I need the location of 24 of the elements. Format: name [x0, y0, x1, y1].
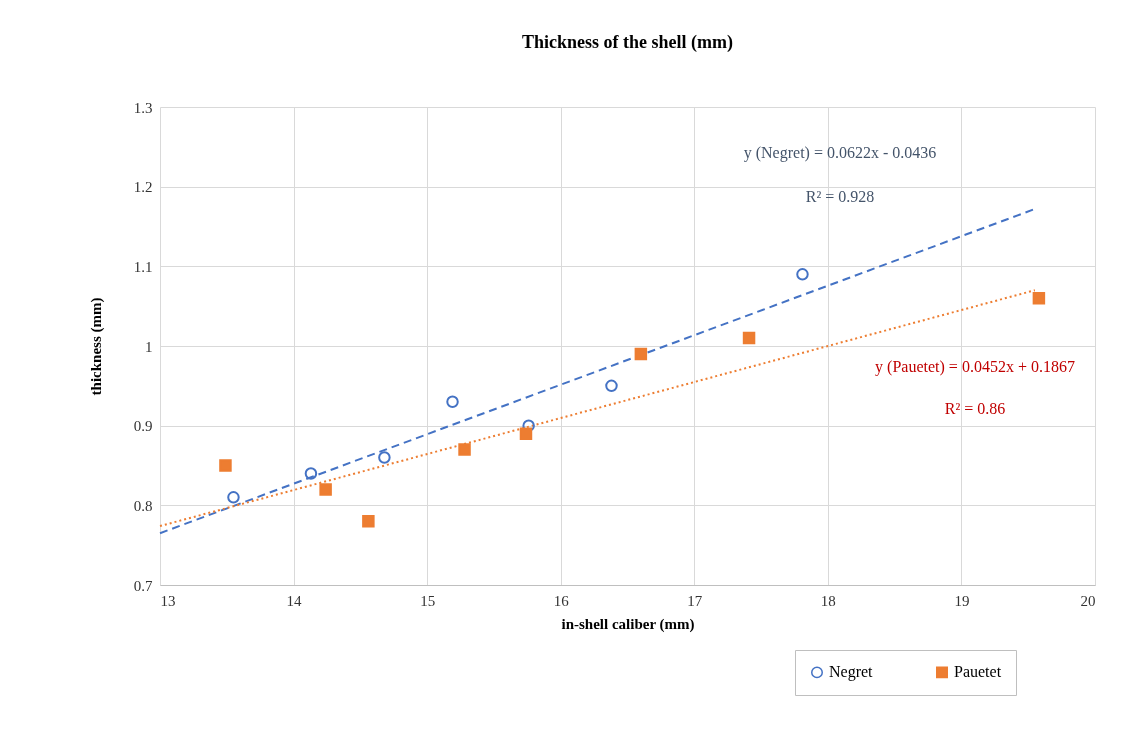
- y-tick-label: 0.9: [133, 418, 153, 435]
- x-axis-title: in-shell caliber (mm): [561, 615, 695, 633]
- x-tick-label: 13: [160, 592, 176, 609]
- y-tick-label: 0.8: [133, 497, 153, 514]
- y-tick-label: 1: [145, 338, 153, 355]
- x-tick-label: 19: [954, 592, 970, 609]
- y-axis-title: thickness (mm): [87, 297, 105, 396]
- y-tick-label: 1.3: [133, 99, 153, 116]
- y-tick-label: 1.2: [133, 179, 153, 196]
- x-tick-label: 20: [1080, 592, 1096, 609]
- legend-label: Pauetet: [954, 663, 1002, 681]
- x-tick-label: 16: [553, 592, 570, 609]
- legend-label: Negret: [829, 663, 874, 682]
- x-tick-label: 14: [286, 592, 303, 609]
- annotation: y (Negret) = 0.0622x - 0.0436: [743, 144, 937, 162]
- annotation: y (Pauetet) = 0.0452x + 0.1867: [875, 358, 1075, 376]
- x-tick-label: 15: [420, 592, 436, 609]
- y-tick-label: 0.7: [133, 577, 153, 594]
- annotation: R² = 0.928: [805, 188, 875, 205]
- chart-title: Thickness of the shell (mm): [522, 32, 733, 53]
- y-tick-label: 1.1: [133, 258, 153, 275]
- annotation: R² = 0.86: [944, 400, 1006, 417]
- x-tick-label: 18: [820, 592, 836, 609]
- x-tick-label: 17: [687, 592, 703, 609]
